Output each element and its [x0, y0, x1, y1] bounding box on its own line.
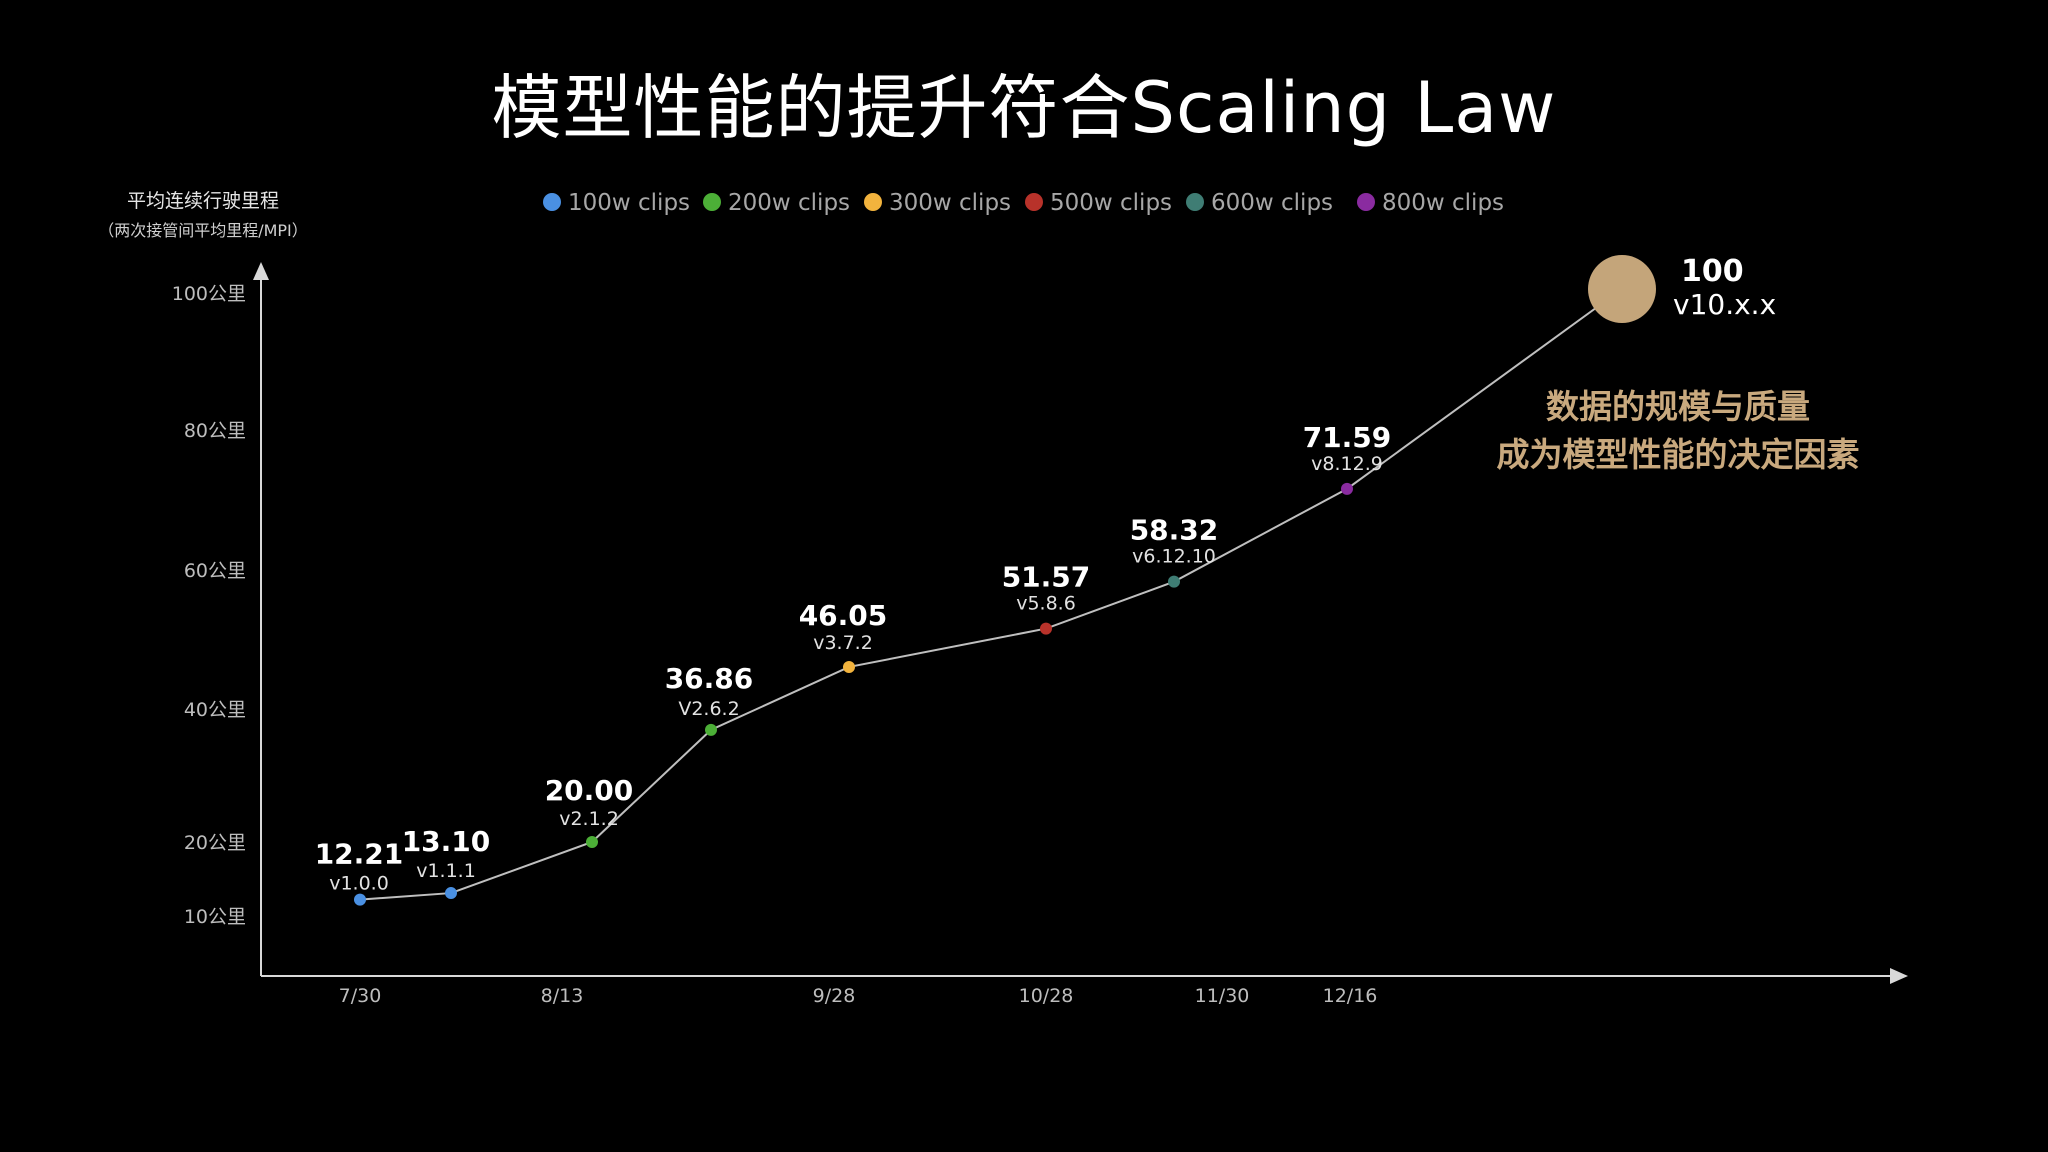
- y-tick-label: 80公里: [184, 420, 246, 442]
- y-axis-subtitle: （两次接管间平均里程/MPI）: [98, 221, 308, 240]
- legend-marker: [864, 193, 882, 211]
- legend-marker: [1357, 193, 1375, 211]
- data-version-label: v8.12.9: [1311, 453, 1383, 475]
- data-point: [586, 836, 598, 848]
- data-value-label: 51.57: [1002, 561, 1091, 594]
- data-version-label: v1.0.0: [329, 873, 389, 895]
- data-value-label: 71.59: [1303, 421, 1392, 454]
- target-value-label: 100: [1681, 254, 1744, 289]
- legend-marker: [1025, 193, 1043, 211]
- data-version-label: v3.7.2: [813, 632, 873, 654]
- series-polyline: [359, 288, 1623, 901]
- target-version-label: v10.x.x: [1673, 288, 1776, 321]
- x-tick-label: 7/30: [339, 985, 382, 1007]
- legend-label: 500w clips: [1050, 190, 1172, 216]
- page-title: 模型性能的提升符合Scaling Law: [491, 67, 1557, 149]
- data-value-label: 12.21: [315, 838, 404, 871]
- legend-label: 300w clips: [889, 190, 1011, 216]
- legend: 100w clips 200w clips 300w clips 500w clips…: [543, 190, 1504, 216]
- data-point: [354, 893, 366, 906]
- data-version-label: v1.1.1: [416, 860, 476, 882]
- data-version-label: v5.8.6: [1016, 593, 1076, 615]
- target-point: [1588, 255, 1656, 323]
- data-points: [354, 255, 1656, 906]
- series-line: [359, 288, 1623, 901]
- data-point: [843, 660, 855, 673]
- annotation-line-1: 数据的规模与质量: [1546, 387, 1810, 426]
- legend-label: 200w clips: [728, 190, 850, 216]
- legend-label: 800w clips: [1382, 190, 1504, 216]
- annotation: 数据的规模与质量 成为模型性能的决定因素: [1497, 387, 1860, 474]
- legend-marker: [543, 193, 561, 211]
- y-tick-label: 20公里: [184, 832, 246, 854]
- x-tick-label: 9/28: [813, 985, 856, 1007]
- legend-label: 100w clips: [568, 190, 690, 216]
- x-tick-label: 12/16: [1323, 985, 1378, 1007]
- data-point: [1040, 622, 1052, 635]
- data-version-label: v2.1.2: [559, 808, 619, 830]
- x-tick-label: 10/28: [1019, 985, 1074, 1007]
- data-point: [1168, 575, 1180, 588]
- data-point: [705, 723, 717, 736]
- x-tick-labels: 7/30 8/13 9/28 10/28 11/30 12/16: [339, 985, 1378, 1007]
- data-value-label: 46.05: [799, 599, 888, 632]
- y-tick-labels: 10公里 20公里 40公里 60公里 80公里 100公里: [172, 283, 246, 928]
- legend-label: 600w clips: [1211, 190, 1333, 216]
- data-point: [1341, 482, 1353, 495]
- y-axis-title: 平均连续行驶里程: [127, 190, 279, 212]
- x-tick-label: 11/30: [1195, 985, 1250, 1007]
- y-tick-label: 10公里: [184, 906, 246, 928]
- data-version-label: v6.12.10: [1132, 546, 1216, 568]
- data-point: [445, 887, 457, 900]
- data-value-label: 13.10: [402, 825, 491, 858]
- y-tick-label: 60公里: [184, 560, 246, 582]
- data-value-label: 58.32: [1130, 514, 1219, 547]
- data-version-label: V2.6.2: [678, 698, 739, 720]
- data-value-label: 36.86: [665, 662, 754, 695]
- y-tick-label: 100公里: [172, 283, 246, 305]
- y-tick-label: 40公里: [184, 699, 246, 721]
- legend-marker: [703, 193, 721, 211]
- x-tick-label: 8/13: [541, 985, 584, 1007]
- annotation-line-2: 成为模型性能的决定因素: [1497, 435, 1860, 474]
- data-value-label: 20.00: [545, 774, 634, 807]
- legend-marker: [1186, 193, 1204, 211]
